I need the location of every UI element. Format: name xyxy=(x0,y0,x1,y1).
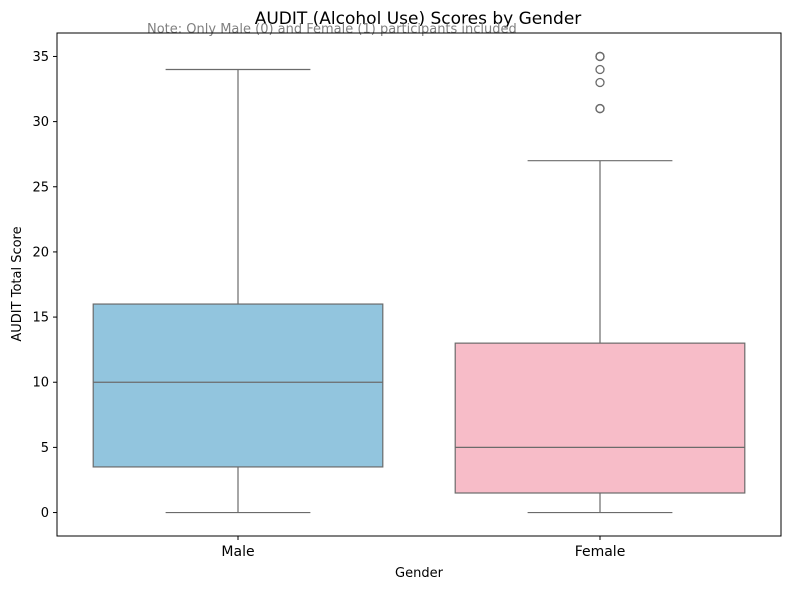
iqr-box xyxy=(454,342,746,494)
outlier-point xyxy=(595,103,605,114)
outlier-point xyxy=(595,77,605,88)
y-tick-label: 25 xyxy=(32,180,49,195)
y-axis-label: AUDIT Total Score xyxy=(10,226,25,341)
y-tick-label: 10 xyxy=(32,376,49,391)
box-female xyxy=(454,51,746,514)
x-tick-label: Male xyxy=(221,544,254,560)
plot-frame xyxy=(56,32,782,537)
outlier-point xyxy=(595,64,605,75)
outlier-point xyxy=(595,51,605,62)
y-tick-label: 30 xyxy=(32,115,49,130)
y-tick-label: 20 xyxy=(32,245,49,260)
plot-area xyxy=(92,51,746,514)
y-tick-label: 35 xyxy=(32,50,49,65)
y-axis: 0 5 10 15 20 25 30 35 xyxy=(32,50,57,521)
x-axis-label: Gender xyxy=(395,566,444,581)
y-tick-label: 0 xyxy=(41,506,49,521)
y-tick-label: 15 xyxy=(32,311,49,326)
y-tick-label: 5 xyxy=(41,441,49,456)
x-axis: Male Female xyxy=(221,536,625,560)
chart-title: AUDIT (Alcohol Use) Scores by Gender xyxy=(255,9,582,29)
chart-note: Note: Only Male (0) and Female (1) parti… xyxy=(147,22,517,37)
iqr-box xyxy=(92,303,384,468)
box-male xyxy=(92,68,384,514)
x-tick-label: Female xyxy=(575,544,626,560)
